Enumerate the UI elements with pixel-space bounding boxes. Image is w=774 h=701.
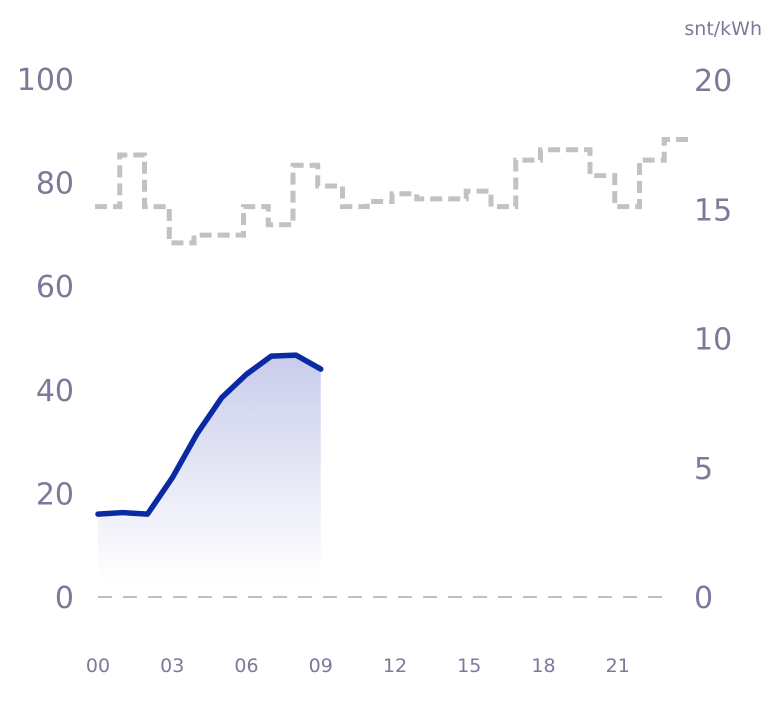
left-y-tick-label: 80 xyxy=(36,167,74,202)
consumption-line xyxy=(95,352,324,517)
consumption-area-fill xyxy=(98,355,321,582)
x-tick-label: 00 xyxy=(86,655,110,677)
right-y-tick-label: 10 xyxy=(694,323,732,358)
right-y-tick-label: 0 xyxy=(694,581,713,616)
left-y-tick-label: 40 xyxy=(36,374,74,409)
left-y-tick-label: 0 xyxy=(55,581,74,616)
x-tick-label: 09 xyxy=(309,655,333,677)
x-tick-label: 12 xyxy=(383,655,407,677)
right-y-tick-label: 20 xyxy=(694,64,732,99)
right-y-tick-label: 5 xyxy=(694,452,713,487)
consumption-line-series xyxy=(95,352,324,517)
x-axis: 00 03 06 09 12 15 18 21 xyxy=(86,655,630,677)
x-tick-label: 15 xyxy=(457,655,481,677)
price-step-line xyxy=(95,136,689,246)
consumption-area xyxy=(98,355,321,582)
price-step-series xyxy=(95,136,689,246)
x-tick-label: 03 xyxy=(160,655,184,677)
left-y-tick-label: 100 xyxy=(17,63,74,98)
x-tick-label: 06 xyxy=(234,655,258,677)
x-tick-label: 18 xyxy=(531,655,555,677)
left-y-tick-label: 60 xyxy=(36,270,74,305)
left-y-tick-label: 20 xyxy=(36,477,74,512)
x-tick-label: 21 xyxy=(606,655,630,677)
right-axis-unit-label: snt/kWh xyxy=(684,18,762,40)
right-y-axis: 0 5 10 15 20 xyxy=(694,64,732,616)
left-y-axis: 0 20 40 60 80 100 xyxy=(17,63,74,616)
right-y-tick-label: 15 xyxy=(694,193,732,228)
